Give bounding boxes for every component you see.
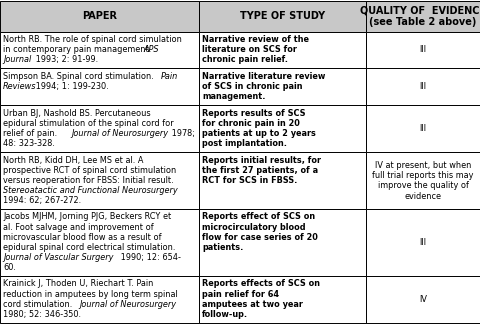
Text: Reports results of SCS: Reports results of SCS bbox=[202, 109, 306, 118]
Text: of SCS in chronic pain: of SCS in chronic pain bbox=[202, 82, 303, 91]
Text: IV: IV bbox=[419, 295, 427, 304]
Bar bbox=[0, 31, 199, 68]
Bar bbox=[366, 31, 480, 68]
Text: chronic pain relief.: chronic pain relief. bbox=[202, 55, 288, 64]
Text: amputees at two year: amputees at two year bbox=[202, 300, 303, 308]
Text: 60.: 60. bbox=[3, 263, 16, 272]
Text: patients at up to 2 years: patients at up to 2 years bbox=[202, 129, 316, 138]
Text: epidural spinal cord electrical stimulation.: epidural spinal cord electrical stimulat… bbox=[3, 243, 175, 252]
Text: Journal of Neurosurgery: Journal of Neurosurgery bbox=[80, 300, 177, 308]
Text: Stereoatactic and Functional Neurosurgery: Stereoatactic and Functional Neurosurger… bbox=[3, 186, 178, 195]
Text: PAPER: PAPER bbox=[82, 11, 117, 21]
Text: the first 27 patients, of a: the first 27 patients, of a bbox=[202, 166, 318, 175]
Bar bbox=[0, 152, 199, 209]
Text: reduction in amputees by long term spinal: reduction in amputees by long term spina… bbox=[3, 290, 178, 298]
Bar bbox=[199, 276, 366, 323]
Text: Reviews: Reviews bbox=[3, 82, 36, 91]
Text: Krainick J, Thoden U, Riechart T. Pain: Krainick J, Thoden U, Riechart T. Pain bbox=[3, 280, 154, 288]
Text: Journal: Journal bbox=[3, 55, 31, 64]
Text: Journal of Neurosurgery: Journal of Neurosurgery bbox=[71, 129, 168, 138]
Text: Urban BJ, Nashold BS. Percutaneous: Urban BJ, Nashold BS. Percutaneous bbox=[3, 109, 151, 118]
Text: cord stimulation.: cord stimulation. bbox=[3, 300, 75, 308]
Text: III: III bbox=[420, 45, 427, 54]
Text: RCT for SCS in FBSS.: RCT for SCS in FBSS. bbox=[202, 176, 298, 185]
Text: post implantation.: post implantation. bbox=[202, 139, 287, 148]
Bar bbox=[199, 209, 366, 276]
Text: microvascular blood flow as a result of: microvascular blood flow as a result of bbox=[3, 233, 161, 242]
Text: al. Foot salvage and improvement of: al. Foot salvage and improvement of bbox=[3, 223, 154, 232]
Text: 1993; 2: 91-99.: 1993; 2: 91-99. bbox=[33, 55, 98, 64]
Text: follow-up.: follow-up. bbox=[202, 310, 248, 318]
Text: 1994: 62; 267-272.: 1994: 62; 267-272. bbox=[3, 196, 81, 205]
Text: Simpson BA. Spinal cord stimulation.: Simpson BA. Spinal cord stimulation. bbox=[3, 72, 156, 81]
Text: in contemporary pain management.: in contemporary pain management. bbox=[3, 45, 154, 54]
Bar bbox=[366, 68, 480, 105]
Text: literature on SCS for: literature on SCS for bbox=[202, 45, 297, 54]
Bar bbox=[199, 68, 366, 105]
Text: 1980; 52: 346-350.: 1980; 52: 346-350. bbox=[3, 310, 81, 318]
Text: relief of pain.: relief of pain. bbox=[3, 129, 60, 138]
Bar bbox=[0, 209, 199, 276]
Text: versus reoperation for FBSS: Initial result.: versus reoperation for FBSS: Initial res… bbox=[3, 176, 174, 185]
Text: epidural stimulation of the spinal cord for: epidural stimulation of the spinal cord … bbox=[3, 119, 174, 128]
Text: QUALITY OF  EVIDENCE
(see Table 2 above): QUALITY OF EVIDENCE (see Table 2 above) bbox=[360, 6, 480, 27]
Bar bbox=[366, 152, 480, 209]
Text: Pain: Pain bbox=[161, 72, 178, 81]
Text: III: III bbox=[420, 82, 427, 91]
Bar bbox=[366, 105, 480, 152]
Text: Reports initial results, for: Reports initial results, for bbox=[202, 156, 321, 165]
Bar bbox=[0, 276, 199, 323]
Text: TYPE OF STUDY: TYPE OF STUDY bbox=[240, 11, 325, 21]
Text: III: III bbox=[420, 238, 427, 247]
Text: microcirculatory blood: microcirculatory blood bbox=[202, 223, 306, 232]
Text: prospective RCT of spinal cord stimulation: prospective RCT of spinal cord stimulati… bbox=[3, 166, 176, 175]
Text: for chronic pain in 20: for chronic pain in 20 bbox=[202, 119, 300, 128]
Bar bbox=[199, 1, 366, 31]
Text: Reports effect of SCS on: Reports effect of SCS on bbox=[202, 213, 315, 222]
Bar bbox=[0, 105, 199, 152]
Text: APS: APS bbox=[144, 45, 159, 54]
Bar bbox=[366, 209, 480, 276]
Text: flow for case series of 20: flow for case series of 20 bbox=[202, 233, 318, 242]
Text: 1994; 1: 199-230.: 1994; 1: 199-230. bbox=[33, 82, 108, 91]
Text: North RB. The role of spinal cord simulation: North RB. The role of spinal cord simula… bbox=[3, 35, 182, 44]
Text: Reports effects of SCS on: Reports effects of SCS on bbox=[202, 280, 320, 288]
Text: patients.: patients. bbox=[202, 243, 243, 252]
Text: North RB, Kidd DH, Lee MS et al. A: North RB, Kidd DH, Lee MS et al. A bbox=[3, 156, 144, 165]
Text: IV at present, but when
full trial reports this may
improve the quality of
evide: IV at present, but when full trial repor… bbox=[372, 160, 474, 201]
Bar bbox=[0, 1, 199, 31]
Bar bbox=[366, 1, 480, 31]
Bar bbox=[0, 68, 199, 105]
Text: management.: management. bbox=[202, 92, 265, 101]
Bar bbox=[199, 152, 366, 209]
Text: III: III bbox=[420, 124, 427, 133]
Text: Narrative literature review: Narrative literature review bbox=[202, 72, 325, 81]
Bar bbox=[199, 31, 366, 68]
Text: Narrative review of the: Narrative review of the bbox=[202, 35, 309, 44]
Text: Jacobs MJHM, Jorning PJG, Beckers RCY et: Jacobs MJHM, Jorning PJG, Beckers RCY et bbox=[3, 213, 171, 222]
Text: 1978;: 1978; bbox=[169, 129, 195, 138]
Text: 1990; 12: 654-: 1990; 12: 654- bbox=[118, 253, 181, 262]
Text: pain relief for 64: pain relief for 64 bbox=[202, 290, 279, 298]
Text: 48: 323-328.: 48: 323-328. bbox=[3, 139, 55, 148]
Text: Journal of Vascular Surgery: Journal of Vascular Surgery bbox=[3, 253, 113, 262]
Bar bbox=[366, 276, 480, 323]
Bar bbox=[199, 105, 366, 152]
